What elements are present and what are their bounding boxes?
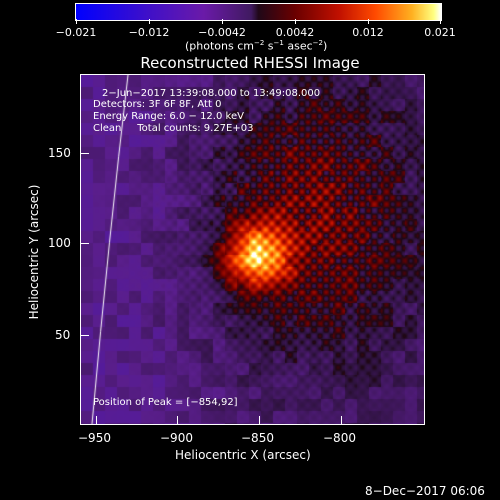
x-tick-mark — [341, 416, 342, 424]
y-tick-mark — [81, 243, 89, 244]
y-tick-label: 100 — [48, 236, 71, 250]
colorbar-tick-label: 0.012 — [352, 26, 384, 39]
x-tick-mark — [177, 416, 178, 424]
x-axis-label: Heliocentric X (arcsec) — [175, 448, 311, 462]
y-tick-label: 50 — [55, 328, 71, 342]
x-tick-label: −900 — [160, 431, 193, 445]
x-tick-label: −950 — [78, 431, 111, 445]
colorbar-tick-label: 0.021 — [424, 26, 456, 39]
colorbar-tick-label: −0.012 — [128, 26, 170, 39]
peak-position-text: Position of Peak = [−854,92] — [93, 397, 238, 408]
colorbar-tick-mark — [76, 19, 77, 24]
colorbar-tick-label: 0.0042 — [275, 26, 315, 39]
colorbar-tick-label: −0.021 — [55, 26, 97, 39]
plot-frame — [80, 74, 425, 425]
colorbar-tick-mark — [295, 19, 296, 24]
colorbar-tick-mark — [368, 19, 369, 24]
y-tick-label: 150 — [48, 146, 71, 160]
colorbar-tick-mark — [149, 19, 150, 24]
colorbar — [75, 3, 442, 21]
footer-date: 8−Dec−2017 06:06 — [365, 484, 485, 498]
x-tick-mark — [259, 416, 260, 424]
energy-range-text: Energy Range: 6.0 − 12.0 keV — [93, 111, 244, 122]
colorbar-units: (photons cm−2 s−1 asec−2) — [185, 39, 328, 53]
y-tick-mark — [81, 335, 89, 336]
colorbar-tick-mark — [440, 19, 441, 24]
x-tick-label: −850 — [241, 431, 274, 445]
colorbar-tick-label: −0.0042 — [198, 26, 246, 39]
y-tick-mark — [81, 153, 89, 154]
clean-counts-text: Clean Total counts: 9.27E+03 — [93, 123, 254, 134]
x-tick-label: −800 — [323, 431, 356, 445]
time-range-text: 2−Jun−2017 13:39:08.000 to 13:49:08.000 — [102, 88, 321, 99]
x-tick-mark — [96, 416, 97, 424]
detectors-text: Detectors: 3F 6F 8F, Att 0 — [93, 99, 222, 110]
rhessi-image — [81, 75, 424, 424]
plot-title: Reconstructed RHESSI Image — [140, 54, 360, 72]
y-axis-label: Heliocentric Y (arcsec) — [27, 184, 41, 320]
colorbar-tick-mark — [222, 19, 223, 24]
